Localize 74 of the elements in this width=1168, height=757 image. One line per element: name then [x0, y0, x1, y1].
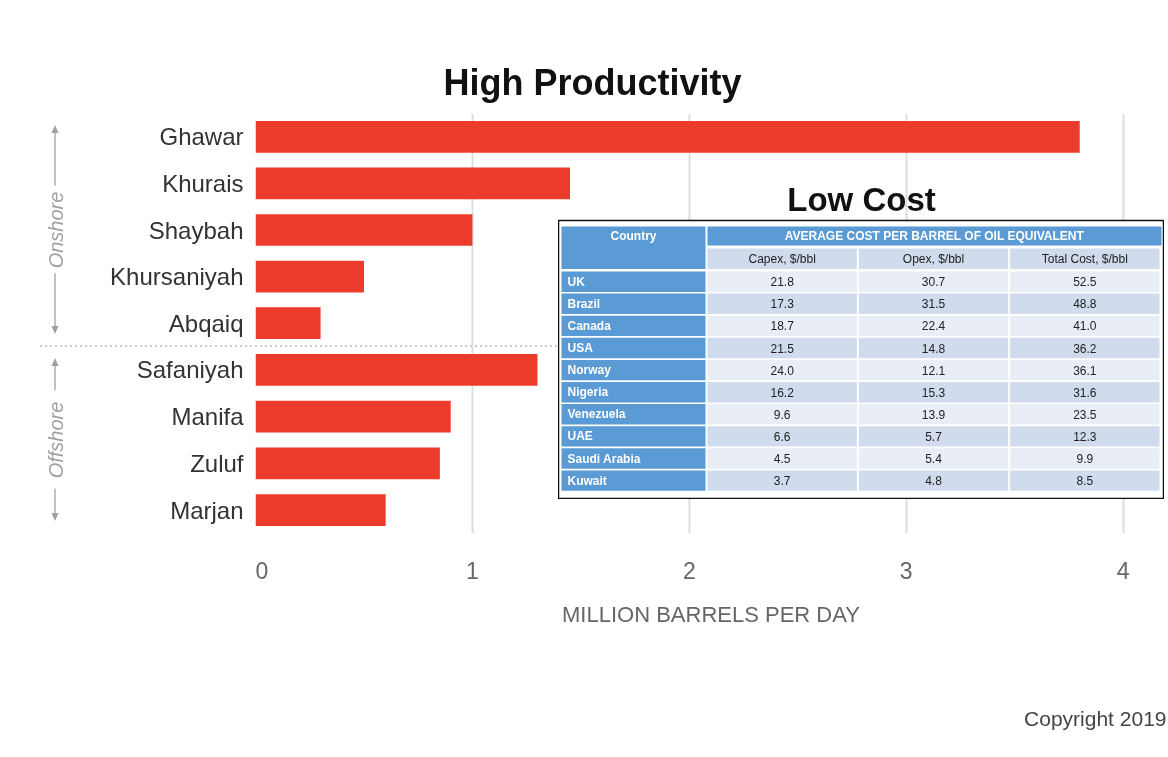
category-label: Venezuela	[567, 407, 626, 422]
data-label: 4.5	[773, 452, 791, 466]
data-label: 52.5	[1073, 275, 1097, 290]
data-label: 6.6	[773, 429, 791, 444]
data-label: 9.6	[773, 407, 791, 422]
y-axis-title: Offshore	[44, 401, 67, 479]
category-label: Saudi Arabia	[567, 451, 641, 466]
data-label: 22.4	[921, 319, 946, 334]
data-label: 5.4	[925, 452, 943, 466]
category-label: Nigeria	[567, 385, 609, 400]
y-tick-label: Marjan	[170, 496, 244, 524]
data-label: 12.3	[1073, 429, 1097, 444]
x-tick-label: 1	[466, 557, 479, 584]
x-tick-label: 3	[899, 557, 913, 584]
text: Copyright 2019	[1024, 706, 1167, 730]
y-tick-label: Khursaniyah	[110, 263, 244, 291]
data-label: 18.7	[770, 319, 795, 334]
data-label: 17.3	[770, 297, 795, 312]
bar	[255, 447, 440, 480]
y-tick-label: Shaybah	[148, 216, 244, 244]
bar	[255, 400, 451, 433]
text: Low Cost	[787, 180, 936, 218]
category-label: Canada	[567, 318, 612, 333]
y-tick-label: Zuluf	[190, 449, 244, 477]
data-label: 31.5	[921, 297, 946, 312]
text: Country	[610, 229, 657, 243]
data-label: 16.2	[770, 385, 795, 400]
bar	[255, 167, 571, 200]
data-label: 24.0	[770, 363, 795, 378]
category-label: Brazil	[567, 296, 601, 311]
category-label: USA	[567, 341, 594, 355]
bar	[255, 494, 386, 527]
bar	[255, 214, 473, 246]
category-label: Norway	[567, 363, 612, 378]
data-label: 36.1	[1073, 363, 1097, 378]
x-tick-label: 2	[682, 557, 696, 584]
y-tick-label: Manifa	[171, 403, 245, 431]
data-label: 31.6	[1073, 385, 1097, 400]
bar	[255, 260, 364, 293]
data-label: 9.9	[1076, 452, 1094, 466]
category-label: Kuwait	[567, 473, 607, 488]
x-tick-label: 4	[1116, 557, 1130, 584]
data-label: 48.8	[1073, 297, 1097, 312]
data-label: 13.9	[921, 407, 946, 422]
data-label: 30.7	[921, 275, 946, 290]
data-label: 21.5	[770, 341, 795, 356]
chart-title: High Productivity	[443, 61, 742, 103]
x-axis-title: MILLION BARRELS PER DAY	[562, 601, 861, 627]
bar	[255, 353, 538, 386]
series-label: Total Cost, $/bbl	[1041, 252, 1128, 266]
category-label: UK	[567, 274, 586, 289]
data-label: 8.5	[1076, 474, 1094, 489]
series-label: Opex, $/bbl	[902, 252, 965, 266]
data-label: 4.8	[925, 474, 943, 489]
bar	[255, 120, 1080, 153]
data-label: 5.7	[925, 429, 943, 444]
data-label: 23.5	[1073, 407, 1097, 422]
y-tick-label: Safaniyah	[136, 356, 244, 384]
data-label: 21.8	[770, 275, 795, 290]
data-label: 36.2	[1073, 341, 1097, 356]
text: AVERAGE COST PER BARREL OF OIL EQUIVALENT	[784, 229, 1085, 243]
data-label: 3.7	[773, 474, 791, 489]
y-tick-label: Abqaiq	[168, 309, 244, 337]
y-axis-title: Onshore	[44, 191, 67, 269]
data-label: 14.8	[921, 341, 946, 356]
y-tick-label: Khurais	[162, 169, 244, 197]
data-label: 41.0	[1073, 319, 1097, 334]
bar	[255, 307, 321, 340]
series-label: Capex, $/bbl	[748, 252, 816, 266]
y-tick-label: Ghawar	[159, 123, 244, 151]
data-label: 15.3	[921, 385, 946, 400]
x-tick-label: 0	[255, 557, 269, 584]
category-label: UAE	[567, 429, 593, 444]
data-label: 12.1	[921, 363, 946, 378]
